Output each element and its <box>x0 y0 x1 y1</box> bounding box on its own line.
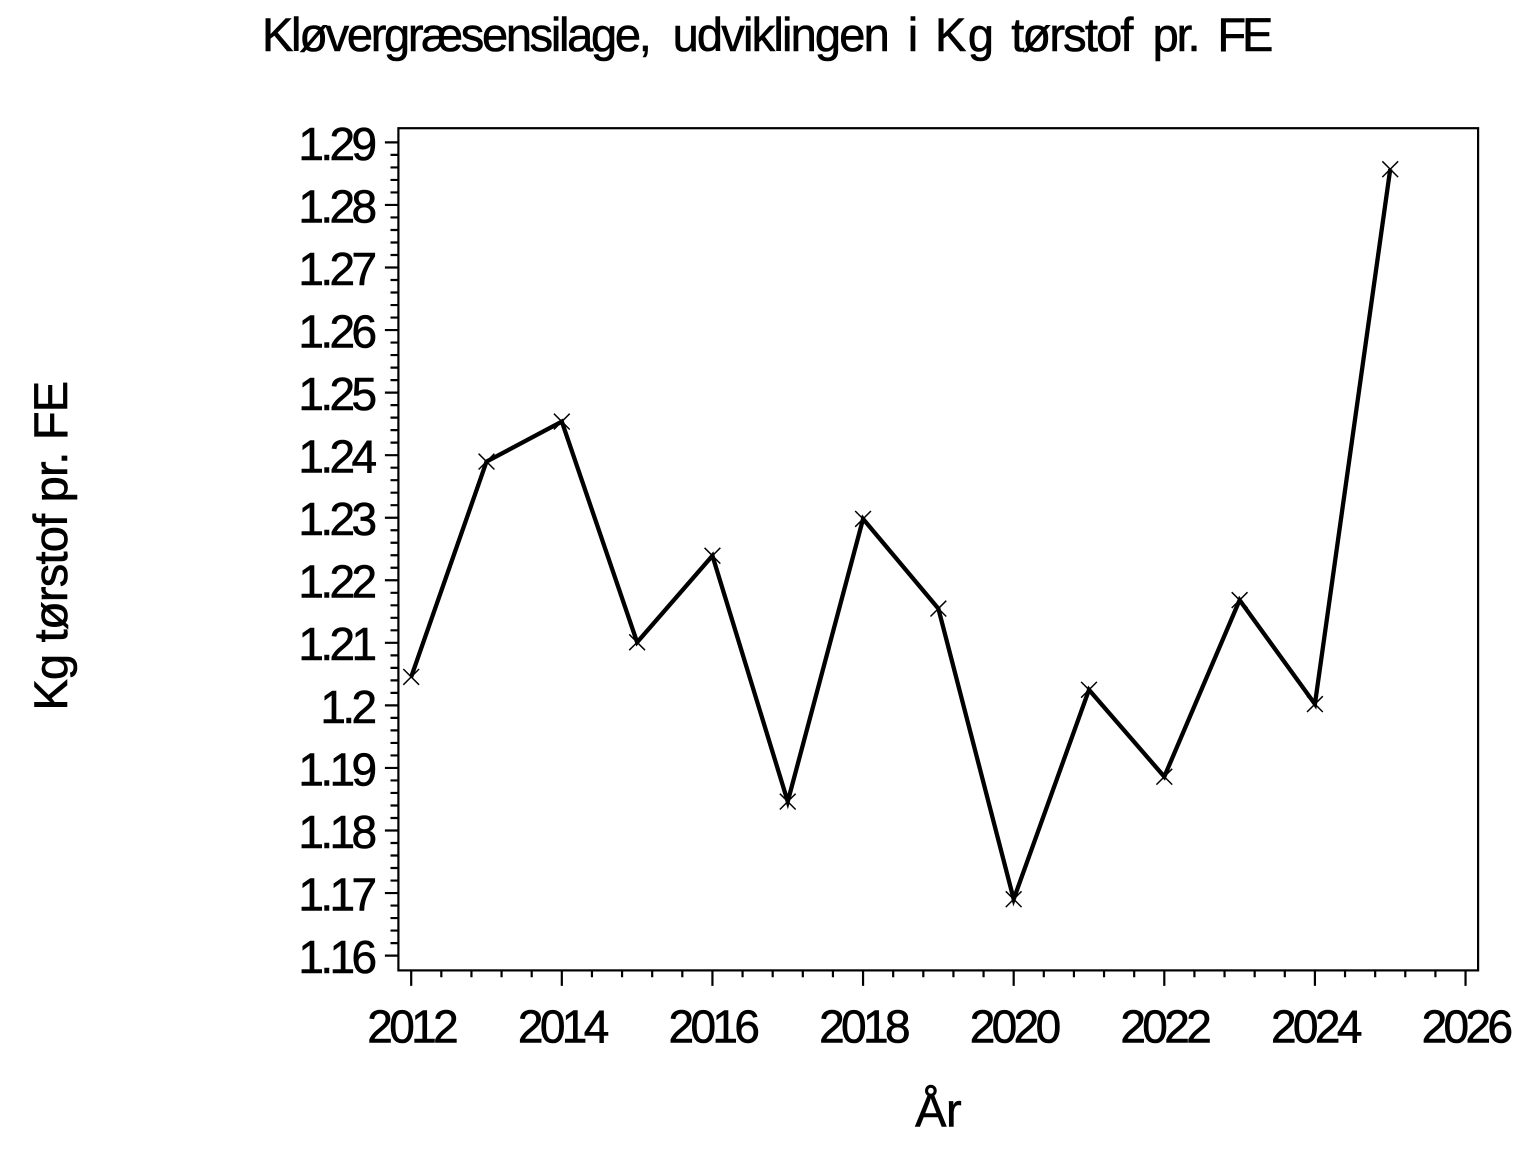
svg-text:Kg: Kg <box>935 8 996 61</box>
svg-text:1.23: 1.23 <box>298 493 375 545</box>
svg-text:2020: 2020 <box>970 1001 1060 1053</box>
svg-text:2024: 2024 <box>1271 1001 1362 1053</box>
svg-text:i: i <box>908 8 918 61</box>
svg-text:1.2: 1.2 <box>320 681 375 733</box>
svg-text:FE: FE <box>1217 8 1272 61</box>
svg-text:1.28: 1.28 <box>298 180 375 232</box>
svg-text:2026: 2026 <box>1422 1001 1512 1053</box>
svg-text:1.29: 1.29 <box>298 118 375 170</box>
svg-text:1.22: 1.22 <box>298 556 375 608</box>
svg-text:1.16: 1.16 <box>298 931 375 983</box>
svg-text:1.21: 1.21 <box>298 618 375 670</box>
svg-text:1.19: 1.19 <box>298 743 375 795</box>
svg-text:1.26: 1.26 <box>298 305 375 357</box>
svg-text:1.18: 1.18 <box>298 806 375 858</box>
svg-text:tørstof: tørstof <box>1011 8 1134 61</box>
svg-text:1.17: 1.17 <box>298 868 375 920</box>
svg-text:2012: 2012 <box>367 1001 457 1053</box>
svg-text:1.24: 1.24 <box>298 431 376 483</box>
svg-text:pr.: pr. <box>1153 8 1199 61</box>
svg-text:2014: 2014 <box>518 1001 609 1053</box>
svg-text:2016: 2016 <box>668 1001 758 1053</box>
svg-text:2022: 2022 <box>1120 1001 1210 1053</box>
svg-text:udviklingen: udviklingen <box>673 8 888 61</box>
svg-text:2018: 2018 <box>819 1001 909 1053</box>
svg-text:År: År <box>915 1084 961 1137</box>
svg-text:Kg tørstof pr. FE: Kg tørstof pr. FE <box>24 382 77 711</box>
svg-text:1.25: 1.25 <box>298 368 375 420</box>
svg-text:Kløvergræsensilage,: Kløvergræsensilage, <box>262 8 650 61</box>
svg-text:1.27: 1.27 <box>298 243 375 295</box>
